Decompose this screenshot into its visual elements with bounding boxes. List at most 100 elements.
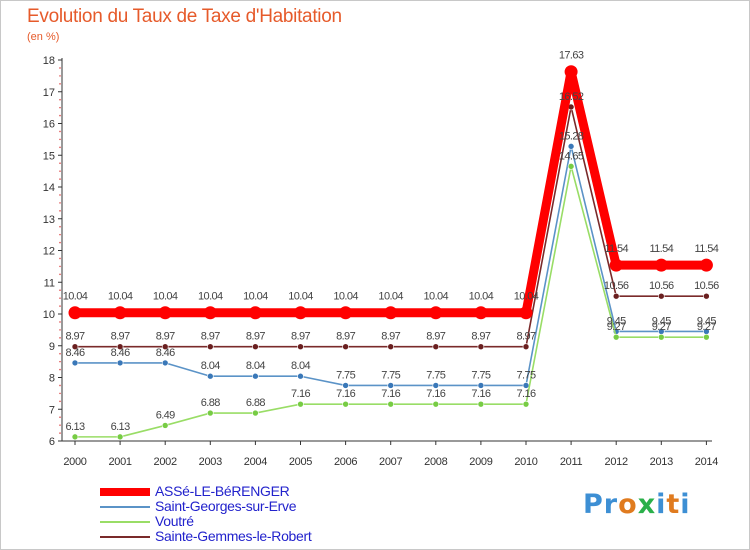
legend-swatch xyxy=(100,488,150,496)
data-point xyxy=(387,400,395,408)
y-minor-tick xyxy=(59,352,61,355)
data-point xyxy=(158,306,172,320)
data-point xyxy=(252,372,259,380)
data-point xyxy=(252,343,259,351)
y-minor-tick xyxy=(59,210,61,212)
y-minor-tick xyxy=(59,138,61,141)
data-label: 10.04 xyxy=(63,291,88,303)
chart-title: Evolution du Taux de Taxe d'Habitation xyxy=(27,6,342,27)
data-label: 8.97 xyxy=(156,331,175,343)
y-minor-tick xyxy=(59,432,61,434)
data-label: 8.97 xyxy=(65,331,84,343)
data-label: 7.75 xyxy=(381,369,400,381)
data-point xyxy=(387,343,395,351)
y-minor-tick xyxy=(59,241,61,244)
data-label: 16.52 xyxy=(559,91,584,103)
data-label: 8.97 xyxy=(291,331,310,343)
y-tick-label: 15 xyxy=(43,150,55,162)
data-point xyxy=(71,359,79,367)
data-point xyxy=(477,382,485,389)
data-label: 10.56 xyxy=(604,280,629,292)
y-minor-tick xyxy=(59,384,61,387)
x-tick-label: 2000 xyxy=(63,456,86,468)
y-tick-label: 7 xyxy=(49,404,55,416)
x-tick-label: 2008 xyxy=(424,456,447,468)
x-tick-label: 2007 xyxy=(379,456,402,468)
y-tick-label: 8 xyxy=(49,373,55,385)
data-point xyxy=(294,306,307,320)
data-point xyxy=(342,400,349,408)
data-point xyxy=(161,343,169,351)
data-point xyxy=(612,333,620,341)
y-minor-tick xyxy=(59,392,61,395)
legend-label: ASSé-LE-BéRENGER xyxy=(155,483,290,499)
legend-swatch xyxy=(100,536,150,538)
data-point xyxy=(297,372,304,380)
data-point xyxy=(207,409,214,417)
data-point xyxy=(474,306,488,320)
data-point xyxy=(657,292,665,300)
y-minor-tick xyxy=(59,178,61,180)
legend-label: Voutré xyxy=(155,513,194,529)
data-point xyxy=(432,382,440,389)
data-label: 8.04 xyxy=(246,360,265,372)
data-label: 6.13 xyxy=(65,421,84,433)
legend-swatch xyxy=(100,506,150,508)
y-minor-tick xyxy=(59,114,61,117)
data-point xyxy=(477,343,485,351)
data-label: 10.04 xyxy=(469,291,494,303)
logo-letter: P xyxy=(583,489,604,520)
y-minor-tick xyxy=(59,273,61,276)
y-minor-tick xyxy=(59,98,61,101)
data-label: 7.16 xyxy=(516,388,535,400)
data-label: 6.13 xyxy=(111,421,130,433)
data-label: 11.54 xyxy=(649,243,673,255)
data-point xyxy=(71,343,79,351)
data-label: 10.56 xyxy=(649,280,674,292)
y-minor-tick xyxy=(59,75,61,77)
data-point xyxy=(657,333,665,341)
y-tick-label: 14 xyxy=(43,182,55,194)
data-label: 7.75 xyxy=(471,369,490,381)
logo-letter: x xyxy=(637,489,657,520)
y-minor-tick xyxy=(59,257,61,260)
data-point xyxy=(567,163,575,170)
data-label: 10.04 xyxy=(108,291,133,303)
y-minor-tick xyxy=(59,67,61,69)
data-label: 8.46 xyxy=(65,347,84,359)
data-point xyxy=(477,400,485,408)
data-label: 6.88 xyxy=(246,397,265,409)
data-label: 7.16 xyxy=(336,388,355,400)
data-point xyxy=(522,400,530,408)
data-point xyxy=(519,306,533,320)
y-minor-tick xyxy=(59,146,61,149)
y-minor-tick xyxy=(59,329,61,331)
data-point xyxy=(342,343,349,351)
x-tick-label: 2011 xyxy=(560,456,583,468)
data-label: 10.04 xyxy=(153,291,178,303)
data-label: 8.04 xyxy=(201,360,220,372)
logo-letter: r xyxy=(603,489,619,520)
legend-label: Sainte-Gemmes-le-Robert xyxy=(155,528,312,544)
x-tick-label: 2004 xyxy=(244,456,267,468)
data-point xyxy=(703,292,710,300)
data-point xyxy=(116,359,124,367)
data-label: 9.27 xyxy=(697,321,716,333)
y-tick-label: 6 xyxy=(49,436,55,448)
y-minor-tick xyxy=(59,265,61,268)
y-tick-label: 18 xyxy=(43,55,55,67)
data-point xyxy=(612,292,620,300)
data-label: 7.16 xyxy=(426,388,445,400)
data-point xyxy=(567,143,575,150)
y-minor-tick xyxy=(59,297,61,299)
data-point xyxy=(339,306,353,320)
data-point xyxy=(161,359,169,367)
y-minor-tick xyxy=(59,337,61,339)
data-label: 10.04 xyxy=(514,291,539,303)
y-minor-tick xyxy=(59,225,61,228)
data-label: 8.97 xyxy=(516,331,535,343)
data-point xyxy=(71,433,79,441)
data-point xyxy=(703,333,710,341)
y-minor-tick xyxy=(59,170,61,172)
y-minor-tick xyxy=(59,305,61,307)
